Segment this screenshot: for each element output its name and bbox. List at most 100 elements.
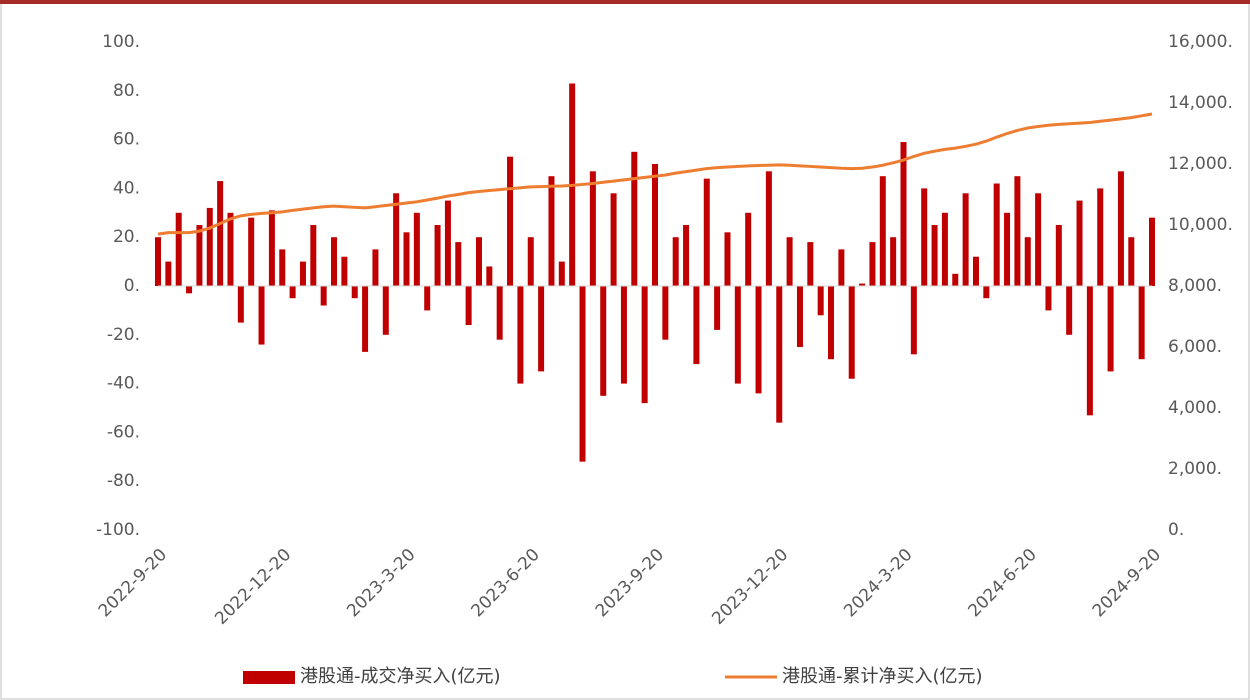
y-tick-label: -40. — [107, 374, 140, 394]
bar — [413, 212, 420, 286]
bar — [869, 242, 876, 286]
y-tick-label: 20. — [113, 227, 140, 247]
y-tick-label: 100. — [102, 32, 140, 52]
bar — [548, 176, 555, 286]
x-tick-label: 2022-12-20 — [211, 545, 295, 629]
legend-swatch — [243, 671, 295, 684]
bar — [1149, 217, 1155, 286]
bar — [299, 261, 306, 286]
bar — [859, 283, 866, 286]
bar — [558, 261, 565, 286]
bar — [983, 286, 990, 299]
bar — [1128, 237, 1135, 286]
x-tick-label: 2023-12-20 — [708, 545, 792, 629]
bar — [1004, 212, 1011, 286]
bar — [910, 286, 917, 355]
bar — [217, 181, 224, 286]
bar — [941, 212, 948, 286]
x-tick-label: 2023-6-20 — [467, 545, 543, 621]
bar — [455, 242, 462, 286]
bar — [1076, 200, 1083, 286]
bar — [1138, 286, 1145, 360]
bar — [527, 237, 534, 286]
bar — [1014, 176, 1021, 286]
bar — [921, 188, 928, 286]
bar — [444, 200, 451, 286]
bar — [1097, 188, 1104, 286]
bar — [734, 286, 741, 384]
bar — [962, 193, 969, 286]
bar — [589, 171, 596, 286]
x-tick-label: 2024-6-20 — [964, 545, 1040, 621]
bar — [165, 261, 172, 286]
bar — [714, 286, 721, 330]
bar — [786, 237, 793, 286]
bar — [362, 286, 369, 352]
y-tick-label: 40. — [113, 178, 140, 198]
bar — [993, 183, 1000, 286]
bar — [1117, 171, 1124, 286]
bar — [765, 171, 772, 286]
x-tick-label: 2023-9-20 — [592, 545, 668, 621]
bar — [600, 286, 607, 396]
line — [157, 112, 1153, 236]
bar — [807, 242, 814, 286]
y2-tick-label: 12,000. — [1168, 154, 1233, 174]
y2-tick-label: 10,000. — [1168, 215, 1233, 235]
bar — [879, 176, 886, 286]
bar — [755, 286, 762, 394]
bar — [258, 286, 265, 345]
bar — [610, 193, 617, 286]
y-tick-label: 0. — [124, 276, 140, 296]
bar — [486, 266, 493, 286]
bar — [652, 164, 658, 286]
x-tick-label: 2024-9-20 — [1089, 545, 1165, 621]
bar — [890, 237, 897, 286]
bar — [745, 212, 752, 286]
bar — [776, 286, 783, 423]
bar — [279, 249, 286, 286]
bar — [289, 286, 296, 299]
bar — [931, 225, 938, 286]
y2-tick-label: 8,000. — [1168, 276, 1222, 296]
bar — [382, 286, 389, 335]
bar — [268, 210, 275, 286]
y2-tick-label: 14,000. — [1168, 93, 1233, 113]
bar — [341, 256, 348, 286]
bar — [620, 286, 627, 384]
x-tick-label: 2023-3-20 — [343, 545, 419, 621]
y2-tick-label: 4,000. — [1168, 398, 1222, 418]
bar — [331, 237, 338, 286]
bar — [1107, 286, 1114, 372]
top-rule — [0, 0, 1250, 4]
bar — [206, 207, 213, 286]
bar — [1035, 193, 1042, 286]
bar — [1024, 237, 1031, 286]
bar — [403, 232, 410, 286]
bar — [641, 286, 648, 404]
y-tick-label: 80. — [113, 81, 140, 101]
x-tick-label: 2024-3-20 — [840, 545, 916, 621]
bar — [196, 225, 203, 286]
bar — [952, 273, 959, 286]
bar — [517, 286, 524, 384]
bar — [662, 286, 669, 340]
bar — [496, 286, 503, 340]
bar — [817, 286, 824, 316]
y2-tick-label: 16,000. — [1168, 32, 1233, 52]
bar — [372, 249, 379, 286]
bar — [1045, 286, 1052, 311]
bar — [1055, 225, 1062, 286]
legend-label: 港股通-成交净买入(亿元) — [300, 666, 501, 687]
bar — [227, 212, 234, 286]
bar — [693, 286, 700, 365]
y-tick-label: 60. — [113, 130, 140, 150]
bar — [475, 237, 482, 286]
bar — [672, 237, 679, 286]
bar — [310, 225, 317, 286]
legend-label: 港股通-累计净买入(亿元) — [782, 666, 983, 687]
bar — [796, 286, 803, 347]
bar — [724, 232, 731, 286]
y2-tick-label: 2,000. — [1168, 459, 1222, 479]
